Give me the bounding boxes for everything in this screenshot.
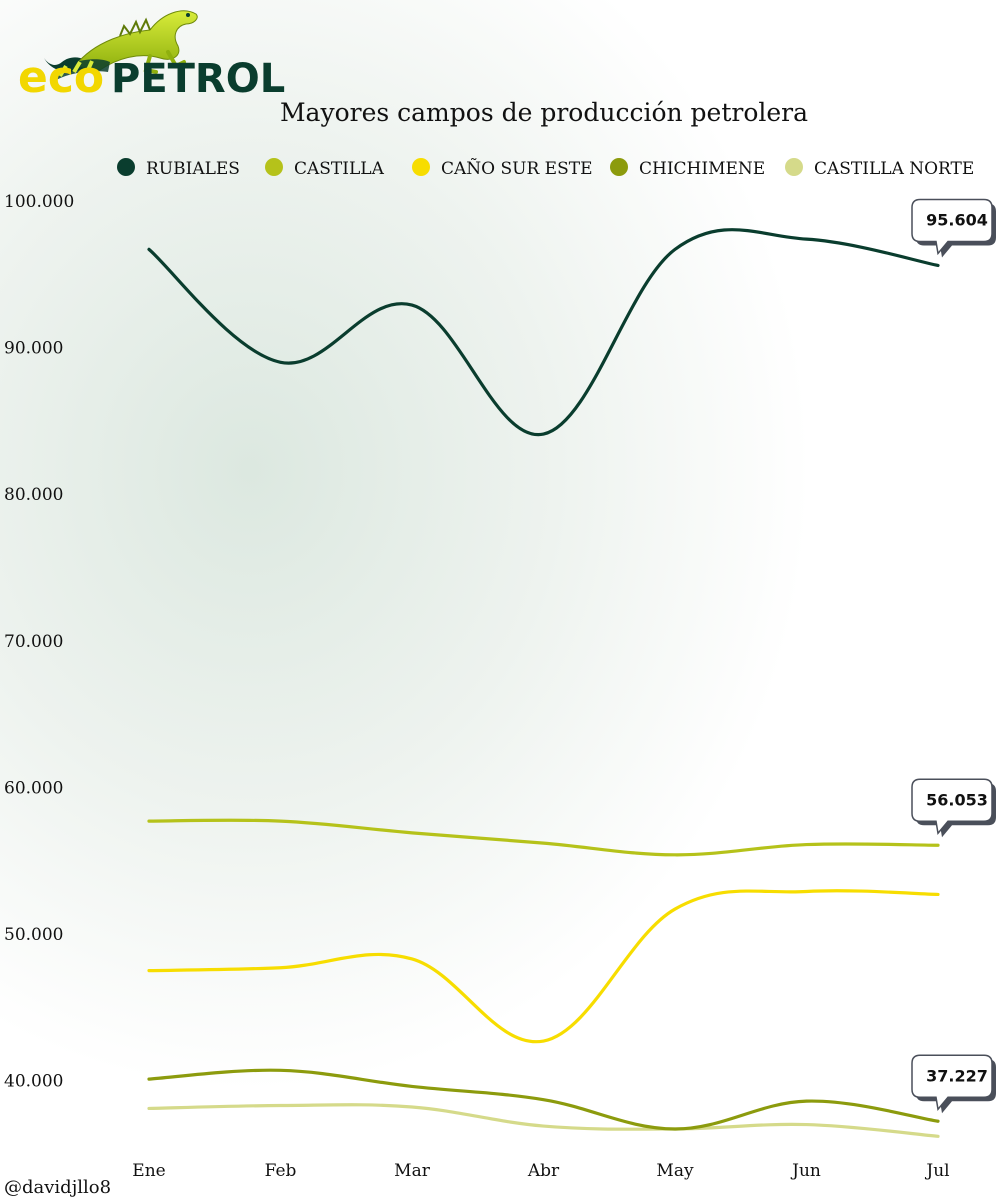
series-lines xyxy=(147,228,940,1138)
legend-label: CASTILLA xyxy=(294,159,385,179)
chart-title: Mayores campos de producción petrolera xyxy=(280,98,808,127)
legend-label: CAÑO SUR ESTE xyxy=(441,158,592,179)
callout-label: 95.604 xyxy=(926,210,988,229)
callout-label: 56.053 xyxy=(926,790,988,809)
x-tick-label: Jun xyxy=(790,1161,821,1181)
legend-label: RUBIALES xyxy=(146,159,240,179)
legend-marker xyxy=(117,158,135,176)
y-axis: 40.000 50.000 60.000 70.000 80.000 90.000 100.… xyxy=(4,192,74,1092)
y-tick-label: 100.000 xyxy=(4,192,74,212)
y-tick-label: 80.000 xyxy=(4,485,63,505)
x-tick-label: Jul xyxy=(924,1161,949,1181)
legend-item: RUBIALES xyxy=(117,158,240,179)
series-line-rubiales xyxy=(147,228,940,437)
series-line-castilla-norte xyxy=(147,1103,940,1138)
x-tick-label: Mar xyxy=(394,1161,431,1181)
series-line-chichimene xyxy=(147,1068,940,1131)
legend-label: CASTILLA NORTE xyxy=(814,159,974,179)
callout-bubble xyxy=(911,778,993,835)
x-tick-label: Abr xyxy=(527,1161,560,1181)
x-tick-label: May xyxy=(656,1161,694,1181)
logo-petrol-text: PETROL xyxy=(111,56,285,102)
y-tick-label: 90.000 xyxy=(4,339,63,359)
series-line-caño-sur-este xyxy=(147,889,940,1044)
value-callout: 56.053 xyxy=(911,778,996,838)
x-axis: Ene Feb Mar Abr May Jun Jul xyxy=(132,1161,949,1181)
series-line-castilla xyxy=(147,818,940,857)
logo-eco-text: eco xyxy=(18,52,104,103)
legend-item: CAÑO SUR ESTE xyxy=(412,158,592,179)
callout-bubble xyxy=(911,198,993,256)
y-tick-label: 50.000 xyxy=(4,925,63,945)
legend-item: CHICHIMENE xyxy=(610,158,765,179)
value-callouts: 95.604 56.053 37.227 xyxy=(911,198,996,1114)
value-callout: 95.604 xyxy=(911,198,996,258)
legend-label: CHICHIMENE xyxy=(639,159,765,179)
legend: RUBIALES CASTILLA CAÑO SUR ESTE CHICHIMENE C… xyxy=(117,158,974,179)
legend-marker xyxy=(610,158,628,176)
ecopetrol-logo: eco PETROL xyxy=(18,10,285,103)
x-tick-label: Feb xyxy=(265,1161,297,1181)
y-tick-label: 60.000 xyxy=(4,778,63,798)
legend-marker xyxy=(785,158,803,176)
callout-label: 37.227 xyxy=(926,1066,988,1085)
legend-marker xyxy=(265,158,283,176)
author-credit: @davidjllo8 xyxy=(4,1177,112,1198)
callout-bubble xyxy=(911,1054,993,1111)
legend-item: CASTILLA xyxy=(265,158,385,179)
x-tick-label: Ene xyxy=(132,1161,165,1181)
legend-marker xyxy=(412,158,430,176)
y-tick-label: 40.000 xyxy=(4,1072,63,1092)
iguana-icon xyxy=(44,10,198,80)
value-callout: 37.227 xyxy=(911,1054,996,1114)
legend-item: CASTILLA NORTE xyxy=(785,158,974,179)
y-tick-label: 70.000 xyxy=(4,632,63,652)
